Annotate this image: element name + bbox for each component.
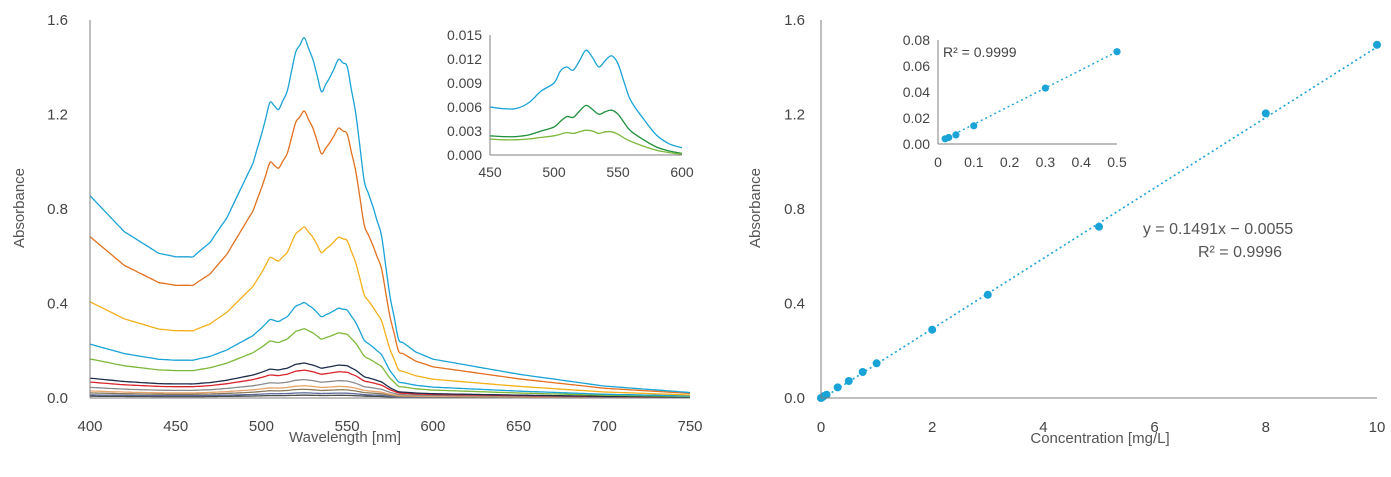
calibration-point-9 [928,325,937,334]
spectra-x-tick-6: 700 [592,418,617,435]
calibration-inset-y-tick-4: 0.08 [903,32,930,48]
spectra-inset-y-tick-0: 0.000 [447,147,482,163]
spectrum-line-4 [89,301,691,397]
calibration-inset-x-tick-0: 0 [934,154,942,170]
spectra-x-tick-5: 650 [506,418,531,435]
calibration-inset-y-tick-3: 0.06 [903,58,930,74]
spectra-y-tick-4: 1.6 [47,12,68,29]
calibration-chart: 0 2 4 6 8 10 0.0 0.4 0.8 1.2 1.6 Concentration [m… [747,12,1385,447]
calibration-inset-y-tick-1: 0.02 [903,110,930,126]
calibration-point-10 [983,290,992,299]
spectra-x-tick-7: 750 [677,418,702,435]
spectra-x-tick-1: 450 [163,418,188,435]
inset-spectrum-line-2 [489,104,683,155]
calibration-inset-x-tick-3: 0.3 [1036,154,1056,170]
spectrum-line-5 [89,328,691,398]
calibration-x-tick-4: 8 [1262,419,1270,436]
calibration-inset-point-4 [970,122,978,130]
calibration-point-12 [1261,109,1270,118]
calibration-x-tick-1: 2 [928,419,936,436]
spectra-inset-x-tick-1: 500 [542,164,566,180]
calibration-inset-r2: R² = 0.9999 [943,44,1017,60]
calibration-x-tick-0: 0 [817,419,825,436]
inset-spectrum-line-3 [489,129,683,155]
inset-spectrum-line-1 [489,49,683,149]
calibration-inset-x-tick-5: 0.5 [1107,154,1127,170]
calibration-inset-x-tick-4: 0.4 [1071,154,1091,170]
spectrum-line-2 [89,110,691,395]
calibration-inset-point-3 [952,131,960,139]
calibration-point-11 [1095,222,1103,231]
calibration-y-tick-1: 0.4 [784,296,805,313]
spectra-inset-y-tick-3: 0.009 [447,75,482,91]
spectrum-line-3 [89,226,691,396]
spectra-x-tick-2: 500 [249,418,274,435]
spectra-chart: 400 450 500 550 600 650 700 750 0.0 0.4 0.8 1.2 1.6… [11,12,703,446]
calibration-inset-y-tick-2: 0.04 [903,84,930,100]
calibration-r2: R² = 0.9996 [1198,244,1282,261]
spectra-y-axis-label: Absorbance [11,168,28,248]
calibration-inset-point-6 [1113,48,1121,56]
spectra-y-tick-2: 0.8 [47,201,68,218]
calibration-point-4 [822,390,831,399]
spectra-inset-y-tick-5: 0.015 [447,27,482,43]
calibration-x-tick-5: 10 [1369,419,1386,436]
calibration-point-13 [1373,40,1381,49]
spectra-inset-x-ticks: 450 500 550 600 [478,164,694,180]
spectra-inset-x-tick-3: 600 [670,164,694,180]
spectra-inset-x-tick-2: 550 [606,164,630,180]
calibration-point-5 [833,383,842,392]
spectra-x-tick-0: 400 [77,418,102,435]
spectra-inset-x-tick-0: 450 [478,164,502,180]
spectra-x-tick-3: 550 [335,418,360,435]
spectra-inset-y-ticks: 0.000 0.003 0.006 0.009 0.012 0.015 [447,27,482,163]
spectra-inset-y-tick-1: 0.003 [447,123,482,139]
calibration-y-tick-3: 1.2 [784,107,805,124]
spectra-inset-plot-area [489,49,683,155]
spectra-inset-chart: 450 500 550 600 0.0000.0030.0060.0090.0120.… [447,27,694,180]
calibration-x-tick-2: 4 [1039,419,1047,436]
spectra-y-tick-1: 0.4 [47,296,68,313]
calibration-y-tick-2: 0.8 [784,201,805,218]
calibration-x-ticks: 0 2 4 6 8 10 [817,419,1386,436]
calibration-x-tick-3: 6 [1150,419,1158,436]
calibration-point-7 [858,368,867,377]
spectra-inset-y-tick-4: 0.012 [447,51,482,67]
calibration-inset-plot-area [941,48,1121,143]
spectra-y-tick-0: 0.0 [47,390,68,407]
calibration-point-8 [872,359,881,368]
spectra-y-tick-3: 1.2 [47,107,68,124]
spectrum-line-1 [89,37,691,394]
calibration-inset-y-ticks: 0.00 0.02 0.04 0.06 0.08 [903,32,930,152]
spectra-inset-y-tick-2: 0.006 [447,99,482,115]
calibration-trendline [822,46,1378,399]
calibration-point-6 [844,376,853,385]
calibration-y-axis-label: Absorbance [747,168,764,248]
spectra-x-axis-label: Wavelength [nm] [289,429,401,446]
calibration-equation: y = 0.1491x − 0.0055 [1143,221,1293,238]
spectra-y-ticks: 0.0 0.4 0.8 1.2 1.6 [47,12,68,407]
calibration-y-ticks: 0.0 0.4 0.8 1.2 1.6 [784,12,805,407]
spectra-x-tick-4: 600 [420,418,445,435]
calibration-inset-chart: 0 0.1 0.2 0.3 0.4 0.5 0.00 0.02 0.04 0.06 0.08 R²… [903,32,1127,170]
calibration-inset-x-ticks: 0 0.1 0.2 0.3 0.4 0.5 [934,154,1127,170]
calibration-inset-x-tick-1: 0.1 [964,154,984,170]
calibration-inset-point-5 [1041,84,1049,92]
calibration-x-axis-label: Concentration [mg/L] [1030,430,1169,447]
calibration-inset-trendline [944,51,1118,140]
calibration-inset-point-2 [945,133,953,142]
calibration-y-tick-4: 1.6 [784,12,805,29]
spectra-x-ticks: 400 450 500 550 600 650 700 750 [77,418,702,435]
spectra-plot-area [89,37,691,399]
calibration-inset-y-tick-0: 0.00 [903,136,930,152]
calibration-y-tick-0: 0.0 [784,390,805,407]
calibration-plot-area [817,40,1381,402]
calibration-inset-x-tick-2: 0.2 [1000,154,1020,170]
spectrum-line-6 [89,362,691,398]
